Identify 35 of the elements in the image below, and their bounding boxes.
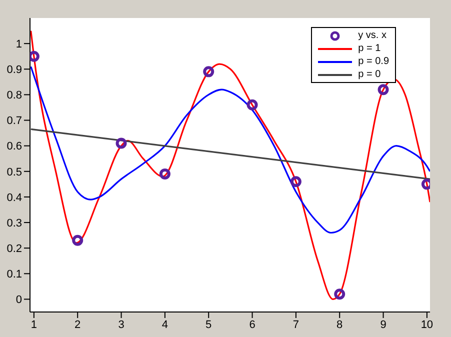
legend-label: p = 1 [358,43,381,54]
y-tick-label: 0.3 [6,217,22,230]
point [378,84,389,96]
y-tick-label: 0.7 [6,115,22,128]
point [159,168,170,180]
legend-label: y vs. x [358,30,386,41]
y-tick-label: 0.6 [6,140,22,153]
x-tick-label: 2 [74,318,81,331]
y-tick-label: 0.9 [6,64,22,76]
x-tick-label: 1 [30,318,37,331]
y-tick-label: 0.8 [6,90,22,102]
x-tick-label: 4 [162,318,168,331]
y-tick-label: 1 [16,38,22,50]
point [334,288,346,300]
y-tick-label: 0.5 [6,166,22,178]
point [290,176,302,188]
x-tick-label: 6 [249,318,256,331]
x-tick-label: 3 [118,318,124,331]
y-tick-label: 0.1 [6,268,22,281]
x-tick-label: 8 [336,318,343,331]
point [246,99,258,110]
y-tick-label: 0 [16,294,22,306]
line-series [30,30,430,300]
legend-label: p = 0.9 [358,56,389,67]
point [72,234,84,246]
point [203,66,214,78]
legend-label: p = 0 [358,69,381,80]
y-tick-label: 0.4 [6,192,22,204]
x-tick-label: 10 [420,318,434,331]
y-tick-label: 0.2 [6,242,22,255]
x-tick-label: 5 [206,318,212,331]
point [116,138,127,149]
x-tick-label: 7 [292,318,299,331]
x-tick-label: 9 [380,318,386,331]
line-series [30,66,430,234]
